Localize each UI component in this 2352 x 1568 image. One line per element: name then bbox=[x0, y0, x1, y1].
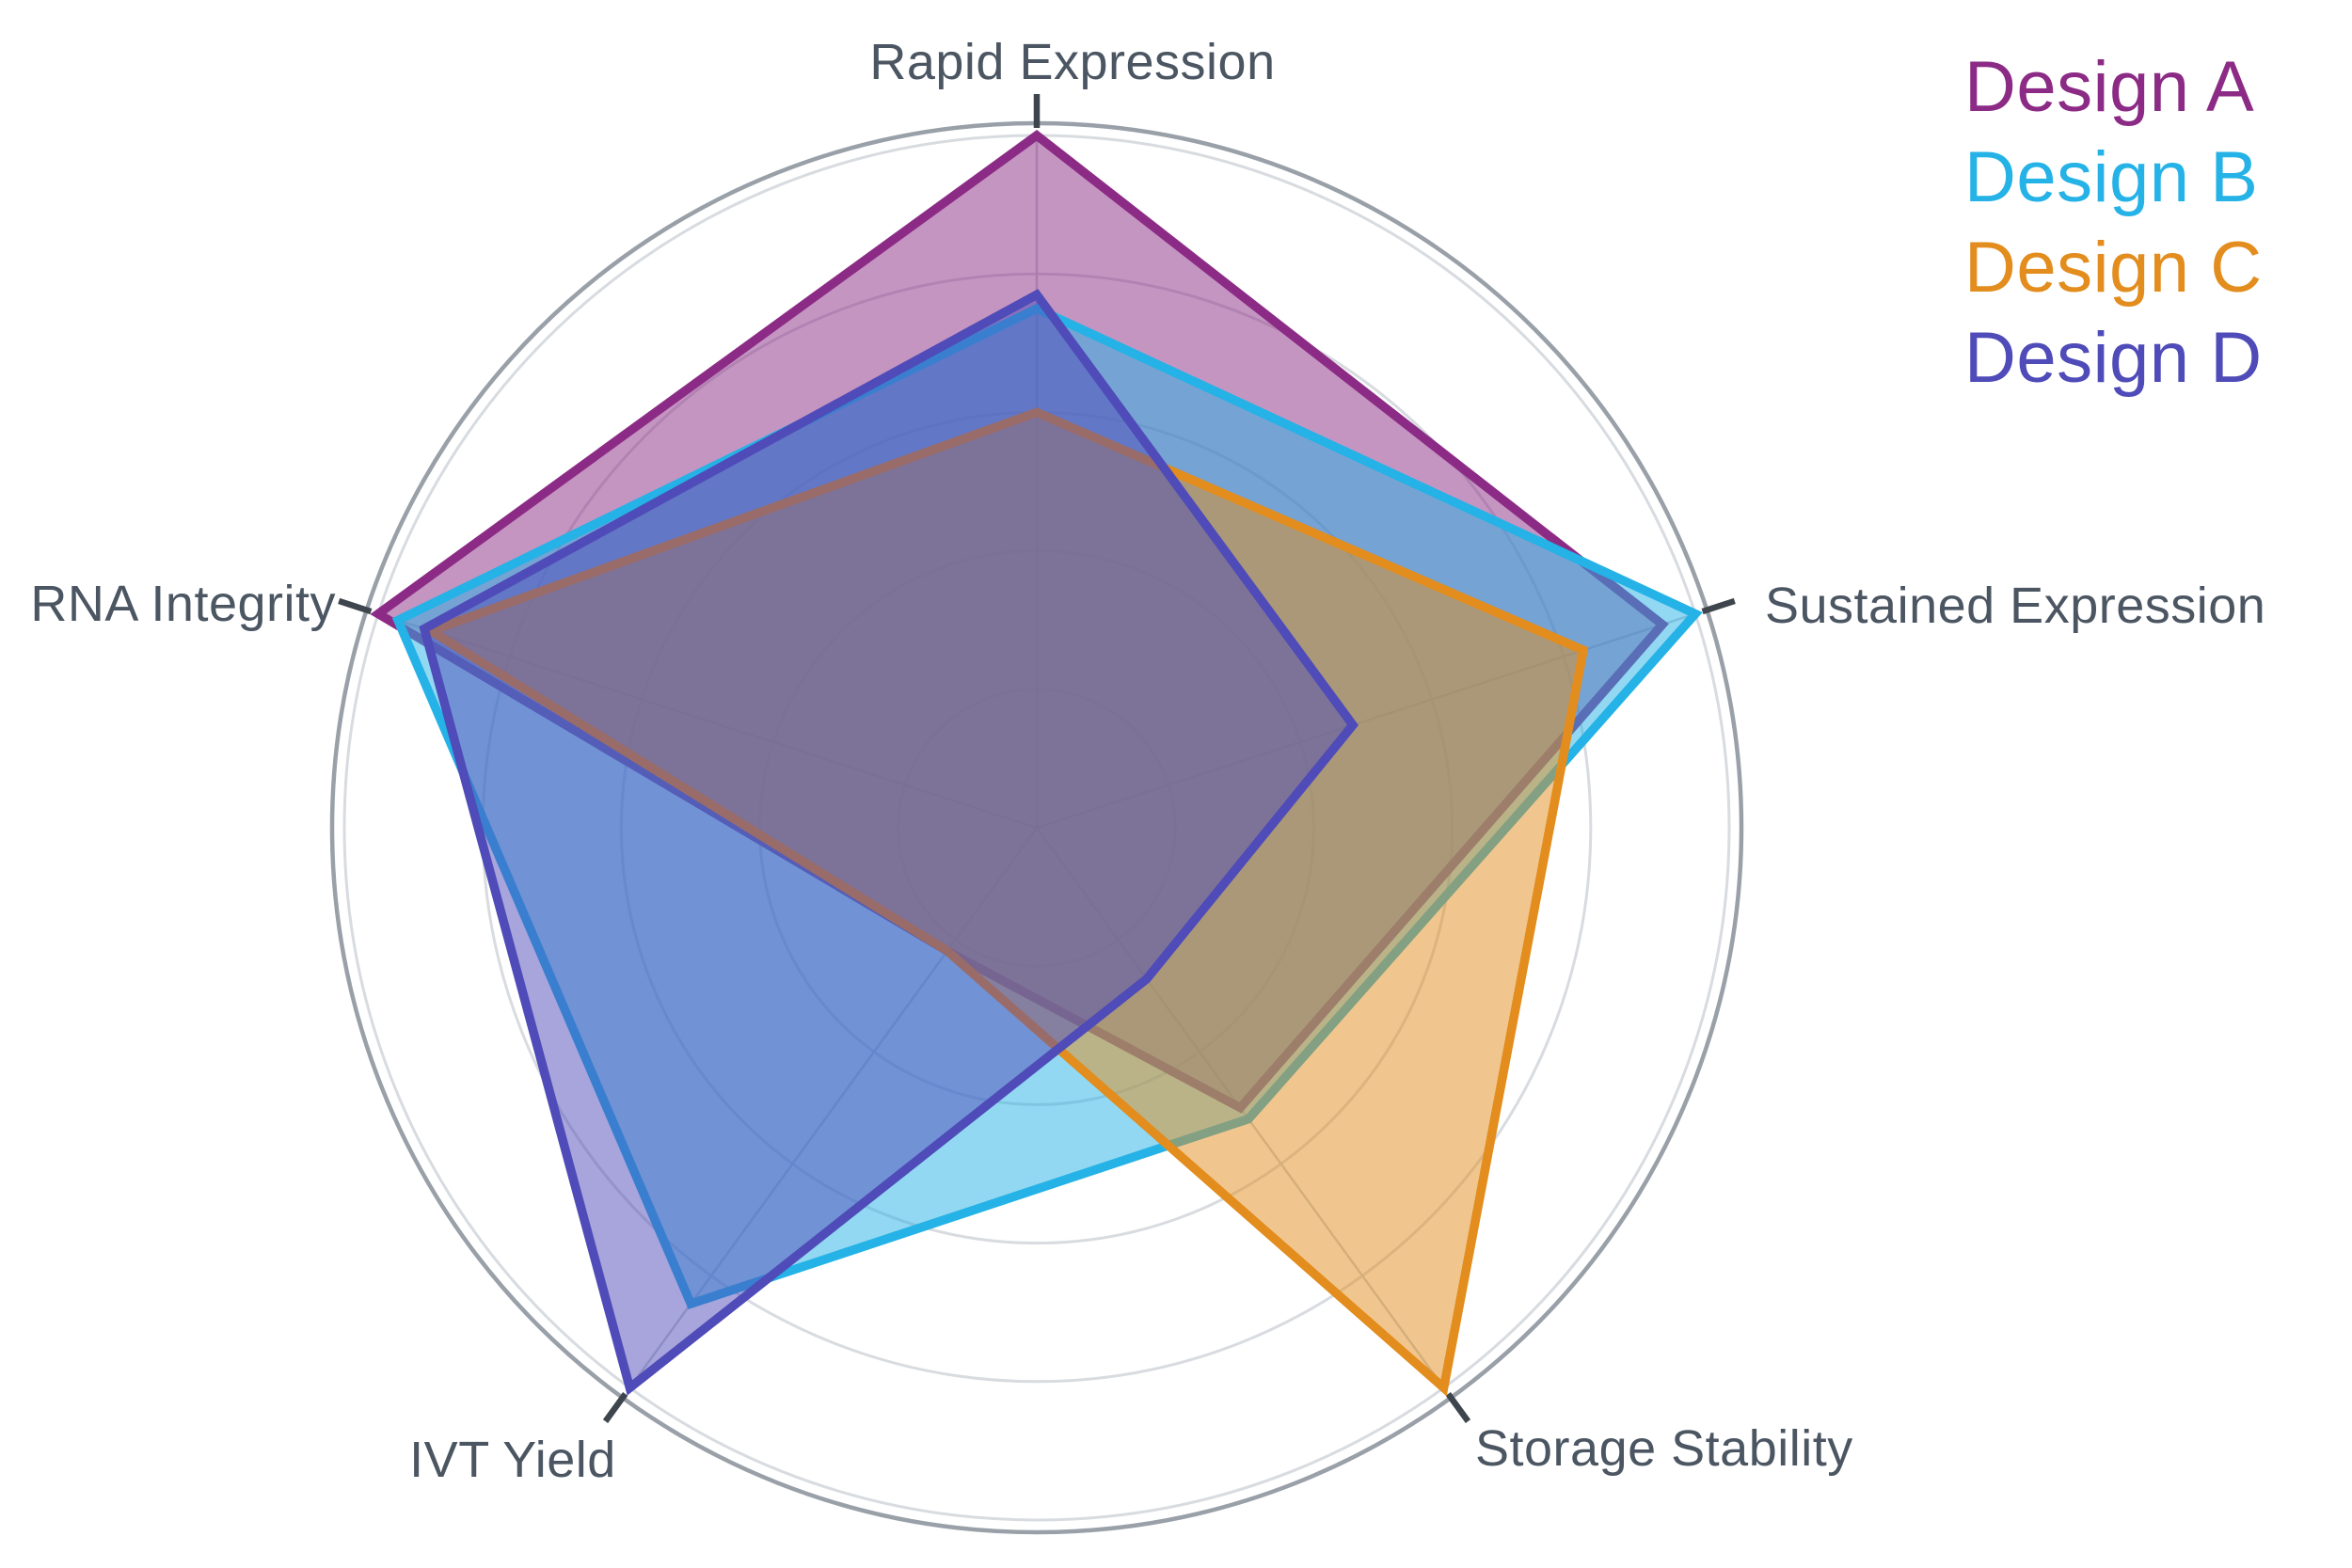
legend-item-design-b[interactable]: Design B bbox=[1964, 137, 2258, 217]
axis-tick bbox=[1701, 597, 1736, 615]
legend-item-design-a[interactable]: Design A bbox=[1964, 47, 2254, 127]
axis-label-sustained-expression: Sustained Expression bbox=[1765, 578, 2265, 634]
axis-tick bbox=[338, 597, 373, 615]
legend-item-design-d[interactable]: Design D bbox=[1964, 318, 2263, 398]
axis-label-rapid-expression: Rapid Expression bbox=[869, 34, 1275, 90]
series-polygon-design-d bbox=[419, 289, 1359, 1396]
axis-label-storage-stability: Storage Stability bbox=[1475, 1420, 1853, 1477]
legend-item-design-c[interactable]: Design C bbox=[1964, 228, 2263, 308]
axis-labels: Rapid Expression Sustained Expression St… bbox=[30, 34, 2265, 1488]
axis-tick bbox=[1445, 1391, 1471, 1423]
axis-label-ivt-yield: IVT Yield bbox=[409, 1432, 616, 1488]
legend: Design A Design B Design C Design D bbox=[1964, 47, 2263, 398]
axis-label-rna-integrity: RNA Integrity bbox=[30, 576, 336, 632]
axis-tick bbox=[602, 1391, 628, 1423]
radar-series bbox=[370, 130, 1703, 1397]
